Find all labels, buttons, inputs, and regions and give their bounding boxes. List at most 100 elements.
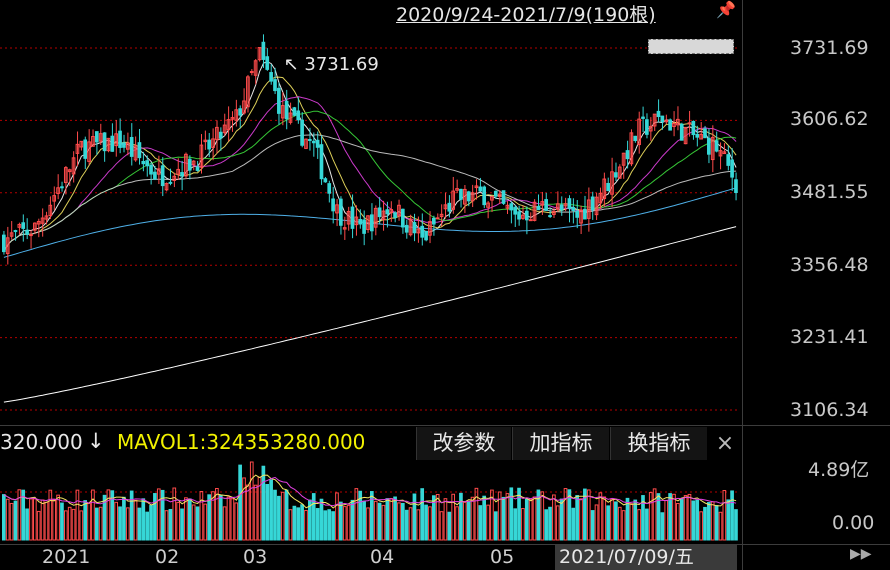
- volume-bar: [215, 488, 219, 541]
- volume-bar: [346, 504, 351, 541]
- candle-body: [381, 210, 386, 221]
- candle-body: [660, 115, 665, 123]
- volume-bar: [610, 498, 614, 541]
- volume-bar: [67, 506, 72, 541]
- candle-body: [5, 237, 10, 255]
- volume-bar: [594, 504, 599, 541]
- volume-bar: [478, 505, 483, 541]
- volume-bar: [195, 506, 200, 541]
- volume-bar: [718, 511, 723, 541]
- candle-body: [226, 119, 231, 131]
- candle-body: [404, 224, 409, 233]
- change-params-button[interactable]: 改参数: [416, 427, 511, 460]
- candle-body: [586, 199, 591, 219]
- volume-bar: [366, 507, 370, 541]
- volume-bar: [261, 465, 266, 541]
- candle-body: [699, 133, 703, 140]
- volume-bar: [428, 506, 432, 541]
- volume-bar: [528, 498, 533, 541]
- axis-divider: [742, 0, 743, 570]
- ma120-line: [3, 187, 737, 258]
- candle-body: [207, 139, 211, 150]
- volume-bar: [602, 496, 607, 541]
- ma30-line: [3, 110, 737, 252]
- volume-bar: [501, 496, 506, 541]
- volume-bar: [187, 498, 192, 541]
- add-indicator-button[interactable]: 加指标: [512, 427, 609, 460]
- volume-bar: [226, 496, 231, 541]
- volume-bar: [335, 492, 339, 541]
- volume-bar: [358, 490, 363, 541]
- candle-body: [25, 229, 29, 235]
- volume-bar: [664, 499, 669, 541]
- candle-body: [180, 172, 184, 177]
- candle-body: [242, 100, 246, 114]
- volume-bar: [466, 501, 471, 541]
- candle-body: [400, 208, 405, 228]
- volume-bar: [668, 493, 672, 541]
- volume-bar: [79, 510, 84, 541]
- candle-body: [280, 105, 285, 119]
- candle-body: [424, 230, 428, 241]
- date-range-label[interactable]: 2020/9/24-2021/7/9(190根): [396, 4, 656, 26]
- candle-body: [641, 116, 645, 119]
- candle-body: [594, 196, 599, 216]
- pin-icon[interactable]: 📌: [716, 0, 736, 19]
- candle-body: [354, 216, 359, 226]
- candle-body: [211, 138, 215, 148]
- volume-bar: [637, 509, 641, 541]
- volume-bar: [559, 498, 564, 541]
- volume-bar: [211, 491, 215, 541]
- switch-indicator-button[interactable]: 换指标: [610, 427, 707, 460]
- volume-bar: [94, 507, 99, 541]
- volume-bar: [400, 502, 405, 541]
- volume-bar: [246, 484, 250, 541]
- volume-bar: [710, 501, 715, 541]
- volume-bar: [447, 511, 452, 541]
- volume-bar: [13, 500, 18, 541]
- time-tick-04: 04: [370, 546, 395, 568]
- volume-bar: [40, 499, 45, 541]
- price-tick-0: 3731.69: [790, 37, 869, 59]
- volume-bar: [342, 506, 347, 541]
- candle-body: [637, 118, 641, 146]
- close-icon[interactable]: ×: [715, 431, 735, 456]
- volume-bar: [474, 487, 479, 541]
- candle-body: [672, 123, 676, 128]
- volume-bar: [567, 489, 572, 541]
- volume-bar: [118, 506, 122, 541]
- volume-bar: [87, 502, 91, 541]
- time-axis-top-line: [0, 544, 890, 545]
- candle-body: [501, 190, 506, 204]
- mavol-label: MAVOL1:324353280.000: [117, 430, 366, 454]
- candle-body: [311, 140, 316, 144]
- volume-bar: [48, 489, 53, 541]
- candle-body: [714, 140, 719, 152]
- candle-body: [648, 125, 653, 132]
- volume-bar: [660, 512, 665, 541]
- volume-bar: [672, 493, 676, 541]
- candle-body: [482, 186, 487, 206]
- volume-bar: [625, 497, 630, 541]
- candle-body: [13, 230, 18, 233]
- time-tick-05: 05: [490, 546, 515, 568]
- candle-body: [652, 113, 657, 127]
- candle-body: [137, 142, 142, 159]
- legend-placeholder[interactable]: [648, 39, 734, 54]
- volume-bar: [9, 502, 14, 541]
- candle-body: [567, 198, 572, 209]
- candle-body: [679, 123, 684, 141]
- candle-body: [133, 145, 138, 161]
- candle-body: [497, 193, 502, 197]
- candle-body: [683, 126, 688, 145]
- price-tick-2: 3481.55: [790, 181, 869, 203]
- candle-body: [342, 227, 347, 230]
- volume-bar: [393, 496, 397, 541]
- candle-body: [300, 119, 304, 146]
- candle-body: [218, 131, 223, 139]
- volume-bar: [420, 488, 425, 541]
- candle-body: [579, 209, 583, 224]
- candle-body: [257, 47, 262, 61]
- scroll-right-icon[interactable]: ▶▶: [850, 546, 872, 562]
